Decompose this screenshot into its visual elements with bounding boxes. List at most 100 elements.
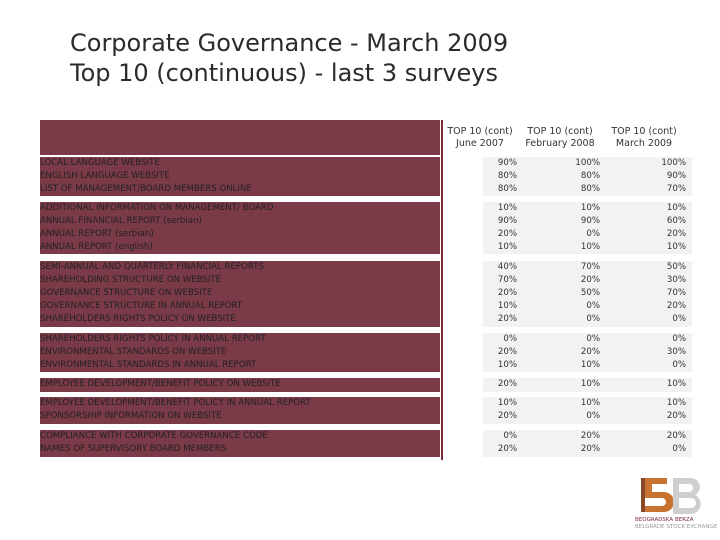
logo-subtitle: BELGRADE STOCK EXCHANGE bbox=[635, 524, 718, 530]
cell-february-2008: 10% bbox=[580, 242, 600, 252]
table-group-website: LOCAL LANGUAGE WEBSITE 90% 100% 100% ENG… bbox=[40, 157, 692, 196]
column-header-february-2008: TOP 10 (cont) February 2008 bbox=[520, 126, 600, 150]
group-values-bg bbox=[483, 397, 692, 424]
cell-february-2008: 10% bbox=[580, 203, 600, 213]
cell-june-2007: 0% bbox=[503, 431, 517, 441]
cell-february-2008: 80% bbox=[580, 171, 600, 181]
cell-june-2007: 40% bbox=[497, 262, 517, 272]
cell-february-2008: 0% bbox=[586, 301, 600, 311]
cell-february-2008: 10% bbox=[580, 360, 600, 370]
cell-march-2009: 20% bbox=[666, 301, 686, 311]
table-row: EMPLOYEE DEVELOPMENT/BENEFIT POLICY ON W… bbox=[40, 378, 692, 391]
table-row: ENVIRONMENTAL STANDARDS ON WEBSITE 20% 2… bbox=[40, 346, 692, 359]
group-band bbox=[40, 261, 440, 327]
title-line-2: Top 10 (continuous) - last 3 surveys bbox=[70, 59, 499, 87]
group-values-bg bbox=[483, 378, 692, 392]
row-label: ENVIRONMENTAL STANDARDS ON WEBSITE bbox=[40, 347, 227, 357]
table-row: GOVERNANCE STRUCTURE ON WEBSITE 20% 50% … bbox=[40, 287, 692, 300]
row-label: EMPLOYEE DEVELOPMENT/BENEFIT POLICY ON W… bbox=[40, 379, 281, 389]
group-values-bg bbox=[483, 333, 692, 372]
table-row: SHAREHOLDERS RIGHTS POLICY IN ANNUAL REP… bbox=[40, 333, 692, 346]
cell-march-2009: 0% bbox=[672, 314, 686, 324]
table-row: ANNUAL REPORT (serbian) 20% 0% 20% bbox=[40, 228, 692, 241]
table-group-compliance: COMPLIANCE WITH CORPORATE GOVERNANCE COD… bbox=[40, 430, 692, 457]
group-values-bg bbox=[483, 261, 692, 327]
row-label: ANNUAL FINANCIAL REPORT (serbian) bbox=[40, 216, 202, 226]
row-label: LIST OF MANAGEMENT/BOARD MEMBERS ONLINE bbox=[40, 184, 252, 194]
table-row: EMPLOYEE DEVELOPMENT/BENEFIT POLICY IN A… bbox=[40, 397, 692, 410]
cell-june-2007: 20% bbox=[497, 288, 517, 298]
table-group-sponsorship: EMPLOYEE DEVELOPMENT/BENEFIT POLICY IN A… bbox=[40, 397, 692, 424]
group-band bbox=[40, 378, 440, 392]
table-row: NAMES OF SUPERVISORY BOARD MEMBERS 20% 2… bbox=[40, 443, 692, 456]
table-row: ENVIRONMENTAL STANDARDS IN ANNUAL REPORT… bbox=[40, 359, 692, 372]
cell-february-2008: 80% bbox=[580, 184, 600, 194]
table-row: ADDITIONAL INFORMATION ON MANAGEMENT/ BO… bbox=[40, 202, 692, 215]
group-band bbox=[40, 397, 440, 424]
row-label: COMPLIANCE WITH CORPORATE GOVERNANCE COD… bbox=[40, 431, 268, 441]
cell-february-2008: 50% bbox=[580, 288, 600, 298]
table-row: SHAREHOLDERS RIGHTS POLICY ON WEBSITE 20… bbox=[40, 313, 692, 326]
cell-february-2008: 70% bbox=[580, 262, 600, 272]
table-group-structure: SEMI-ANNUAL AND QUARTERLY FINANCIAL REPO… bbox=[40, 261, 692, 327]
row-label: ANNUAL REPORT (english) bbox=[40, 242, 153, 252]
cell-march-2009: 0% bbox=[672, 444, 686, 454]
cell-march-2009: 20% bbox=[666, 229, 686, 239]
table-row: ENGLISH LANGUAGE WEBSITE 80% 80% 90% bbox=[40, 170, 692, 183]
table-row: ANNUAL FINANCIAL REPORT (serbian) 90% 90… bbox=[40, 215, 692, 228]
cell-february-2008: 90% bbox=[580, 216, 600, 226]
column-header-march-2009: TOP 10 (cont) March 2009 bbox=[604, 126, 684, 150]
cell-march-2009: 10% bbox=[666, 379, 686, 389]
cell-february-2008: 100% bbox=[575, 158, 600, 168]
table-row: GOVERNANCE STRUCTURE IN ANNUAL REPORT 10… bbox=[40, 300, 692, 313]
cell-february-2008: 0% bbox=[586, 411, 600, 421]
column-header-title: TOP 10 (cont) bbox=[447, 126, 513, 137]
cell-june-2007: 10% bbox=[497, 242, 517, 252]
row-label: ADDITIONAL INFORMATION ON MANAGEMENT/ BO… bbox=[40, 203, 274, 213]
column-header-june-2007: TOP 10 (cont) June 2007 bbox=[440, 126, 520, 150]
group-band bbox=[40, 430, 440, 457]
table-row: LIST OF MANAGEMENT/BOARD MEMBERS ONLINE … bbox=[40, 183, 692, 196]
cell-june-2007: 20% bbox=[497, 347, 517, 357]
group-values-bg bbox=[483, 157, 692, 196]
cell-june-2007: 80% bbox=[497, 184, 517, 194]
logo-mark-icon bbox=[641, 478, 701, 514]
column-header-title: TOP 10 (cont) bbox=[611, 126, 677, 137]
cell-february-2008: 0% bbox=[586, 229, 600, 239]
table-group-environment: SHAREHOLDERS RIGHTS POLICY IN ANNUAL REP… bbox=[40, 333, 692, 372]
table-row: SEMI-ANNUAL AND QUARTERLY FINANCIAL REPO… bbox=[40, 261, 692, 274]
cell-february-2008: 0% bbox=[586, 334, 600, 344]
cell-march-2009: 70% bbox=[666, 288, 686, 298]
belgrade-stock-exchange-logo: BEOGRADSKA BERZA BELGRADE STOCK EXCHANGE bbox=[615, 470, 718, 536]
row-label: ENGLISH LANGUAGE WEBSITE bbox=[40, 171, 170, 181]
table-row: LOCAL LANGUAGE WEBSITE 90% 100% 100% bbox=[40, 157, 692, 170]
cell-february-2008: 10% bbox=[580, 398, 600, 408]
column-header-date: March 2009 bbox=[615, 138, 673, 149]
cell-march-2009: 0% bbox=[672, 360, 686, 370]
cell-march-2009: 10% bbox=[666, 203, 686, 213]
group-values-bg bbox=[483, 202, 692, 254]
table-row: COMPLIANCE WITH CORPORATE GOVERNANCE COD… bbox=[40, 430, 692, 443]
cell-june-2007: 90% bbox=[497, 158, 517, 168]
table-row: SHAREHOLDING STRUCTURE ON WEBSITE 70% 20… bbox=[40, 274, 692, 287]
row-label: SHAREHOLDERS RIGHTS POLICY ON WEBSITE bbox=[40, 314, 236, 324]
cell-february-2008: 20% bbox=[580, 347, 600, 357]
cell-march-2009: 50% bbox=[666, 262, 686, 272]
cell-february-2008: 20% bbox=[580, 431, 600, 441]
cell-june-2007: 20% bbox=[497, 229, 517, 239]
row-label: SEMI-ANNUAL AND QUARTERLY FINANCIAL REPO… bbox=[40, 262, 264, 272]
row-label: ANNUAL REPORT (serbian) bbox=[40, 229, 154, 239]
cell-march-2009: 10% bbox=[666, 242, 686, 252]
cell-february-2008: 10% bbox=[580, 379, 600, 389]
cell-june-2007: 10% bbox=[497, 360, 517, 370]
cell-march-2009: 20% bbox=[666, 431, 686, 441]
cell-june-2007: 20% bbox=[497, 411, 517, 421]
logo-name: BEOGRADSKA BERZA bbox=[635, 517, 694, 523]
cell-march-2009: 60% bbox=[666, 216, 686, 226]
cell-june-2007: 80% bbox=[497, 171, 517, 181]
row-label: GOVERNANCE STRUCTURE ON WEBSITE bbox=[40, 288, 213, 298]
cell-june-2007: 70% bbox=[497, 275, 517, 285]
cell-march-2009: 10% bbox=[666, 398, 686, 408]
header-band bbox=[40, 120, 440, 155]
table-group-reports: ADDITIONAL INFORMATION ON MANAGEMENT/ BO… bbox=[40, 202, 692, 254]
